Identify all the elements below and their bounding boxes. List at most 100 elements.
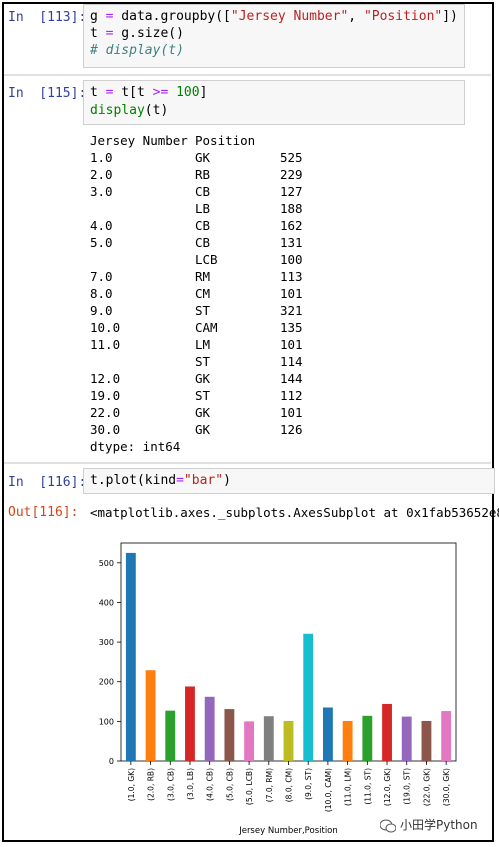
series-dtype: dtype: int64 (90, 439, 181, 454)
series-value: 101 (280, 405, 303, 420)
series-index-jersey: 7.0 (90, 269, 113, 284)
series-index-position: CB (195, 184, 211, 199)
bar (421, 720, 432, 761)
series-value: 321 (280, 303, 303, 318)
x-tick-label: (3.0, LB) (186, 768, 195, 800)
y-tick-label: 400 (99, 598, 114, 607)
bar (165, 710, 176, 761)
code-token: 100 (176, 85, 200, 100)
code-token: g (90, 9, 106, 24)
bar (362, 715, 373, 761)
series-value: 114 (280, 354, 303, 369)
code-token: t.plot(kind (90, 473, 177, 488)
bar (441, 711, 452, 761)
series-value: 144 (280, 371, 303, 386)
bar (244, 721, 255, 761)
bar (342, 720, 353, 761)
code-token: >= (152, 85, 169, 100)
x-tick-label: (7.0, RM) (265, 768, 274, 802)
bar (125, 552, 136, 761)
cell-113-prompt: In [113]: (8, 10, 87, 25)
series-index-jersey: 22.0 (90, 405, 121, 420)
series-value: 162 (280, 218, 303, 233)
x-tick-label: (3.0, CB) (166, 768, 175, 801)
code-line: t = g.size() (90, 26, 184, 41)
watermark-text: 小田学Python (400, 818, 478, 832)
code-token: , (348, 9, 364, 24)
bar (224, 709, 235, 761)
code-token: ) (223, 473, 231, 488)
code-token: = (105, 26, 114, 41)
bar (283, 720, 294, 761)
series-value: 525 (280, 150, 303, 165)
code-token: t (90, 26, 106, 41)
series-value: 101 (280, 286, 303, 301)
cell-115-code[interactable]: t = t[t >= 100] display(t) (83, 80, 465, 125)
code-token: = (105, 9, 114, 24)
series-value: 112 (280, 388, 303, 403)
code-token: = (176, 473, 184, 488)
series-index-jersey: 4.0 (90, 218, 113, 233)
series-index-jersey: 12.0 (90, 371, 121, 386)
series-index-jersey: 10.0 (90, 320, 121, 335)
series-value: 126 (280, 422, 303, 437)
series-index-jersey: 11.0 (90, 337, 121, 352)
cell-separator (4, 462, 491, 464)
series-index-jersey: 8.0 (90, 286, 113, 301)
series-value: 135 (280, 320, 303, 335)
series-index-position: ST (195, 354, 211, 369)
series-index-position: LB (195, 201, 211, 216)
series-index-position: LM (195, 337, 211, 352)
code-token: "Jersey Number" (230, 9, 349, 24)
bar (322, 707, 333, 761)
x-tick-label: (30.0, GK) (442, 768, 451, 806)
series-value: 229 (280, 167, 303, 182)
series-index-jersey: 19.0 (90, 388, 121, 403)
cell-113-code[interactable]: g = data.groupby(["Jersey Number", "Posi… (83, 4, 465, 68)
bar (303, 633, 314, 761)
series-index-position: GK (195, 150, 211, 165)
series-value: 100 (280, 252, 303, 267)
x-tick-label: (1.0, GK) (127, 768, 136, 801)
series-value: 188 (280, 201, 303, 216)
series-index-position: ST (195, 388, 211, 403)
code-token: = (105, 85, 114, 100)
y-tick-label: 200 (99, 678, 114, 687)
series-index-position: CB (195, 218, 211, 233)
code-token: data.groupby([ (113, 9, 231, 24)
series-index-jersey: 30.0 (90, 422, 121, 437)
series-value: 131 (280, 235, 303, 250)
code-line: display(t) (90, 103, 168, 118)
x-tick-label: (4.0, CB) (206, 768, 215, 801)
series-index-header-1: Jersey Number (90, 133, 188, 148)
x-tick-label: (11.0, ST) (363, 768, 372, 805)
cell-116-code[interactable]: t.plot(kind="bar") (83, 468, 495, 494)
series-index-position: CAM (195, 320, 218, 335)
x-tick-label: (12.0, GK) (383, 768, 392, 806)
y-tick-label: 300 (99, 638, 114, 647)
y-tick-label: 0 (109, 757, 114, 766)
bar (185, 686, 195, 761)
code-line: g = data.groupby(["Jersey Number", "Posi… (90, 9, 458, 24)
bar (204, 696, 215, 761)
x-tick-label: (5.0, CB) (225, 768, 234, 801)
x-tick-label: (19.0, ST) (403, 768, 412, 805)
code-token: "bar" (183, 473, 224, 488)
code-token: ] (199, 85, 208, 100)
code-line: # display(t) (90, 43, 184, 58)
series-index-position: RB (195, 167, 211, 182)
series-index-position: CM (195, 286, 211, 301)
code-token: # display(t) (90, 43, 184, 58)
x-tick-label: (10.0, CAM) (324, 768, 333, 812)
x-tick-label: (9.0, ST) (304, 768, 313, 800)
x-tick-label: (5.0, LCB) (245, 768, 254, 805)
bar (263, 716, 274, 761)
x-tick-label: (11.0, LM) (344, 768, 353, 806)
x-axis-label: Jersey Number,Position (238, 826, 338, 836)
cell-separator (4, 74, 491, 76)
series-index-jersey: 2.0 (90, 167, 113, 182)
code-line: t.plot(kind="bar") (90, 473, 231, 488)
series-value: 113 (280, 269, 303, 284)
code-token: "Position" (363, 9, 443, 24)
series-index-jersey: 3.0 (90, 184, 113, 199)
